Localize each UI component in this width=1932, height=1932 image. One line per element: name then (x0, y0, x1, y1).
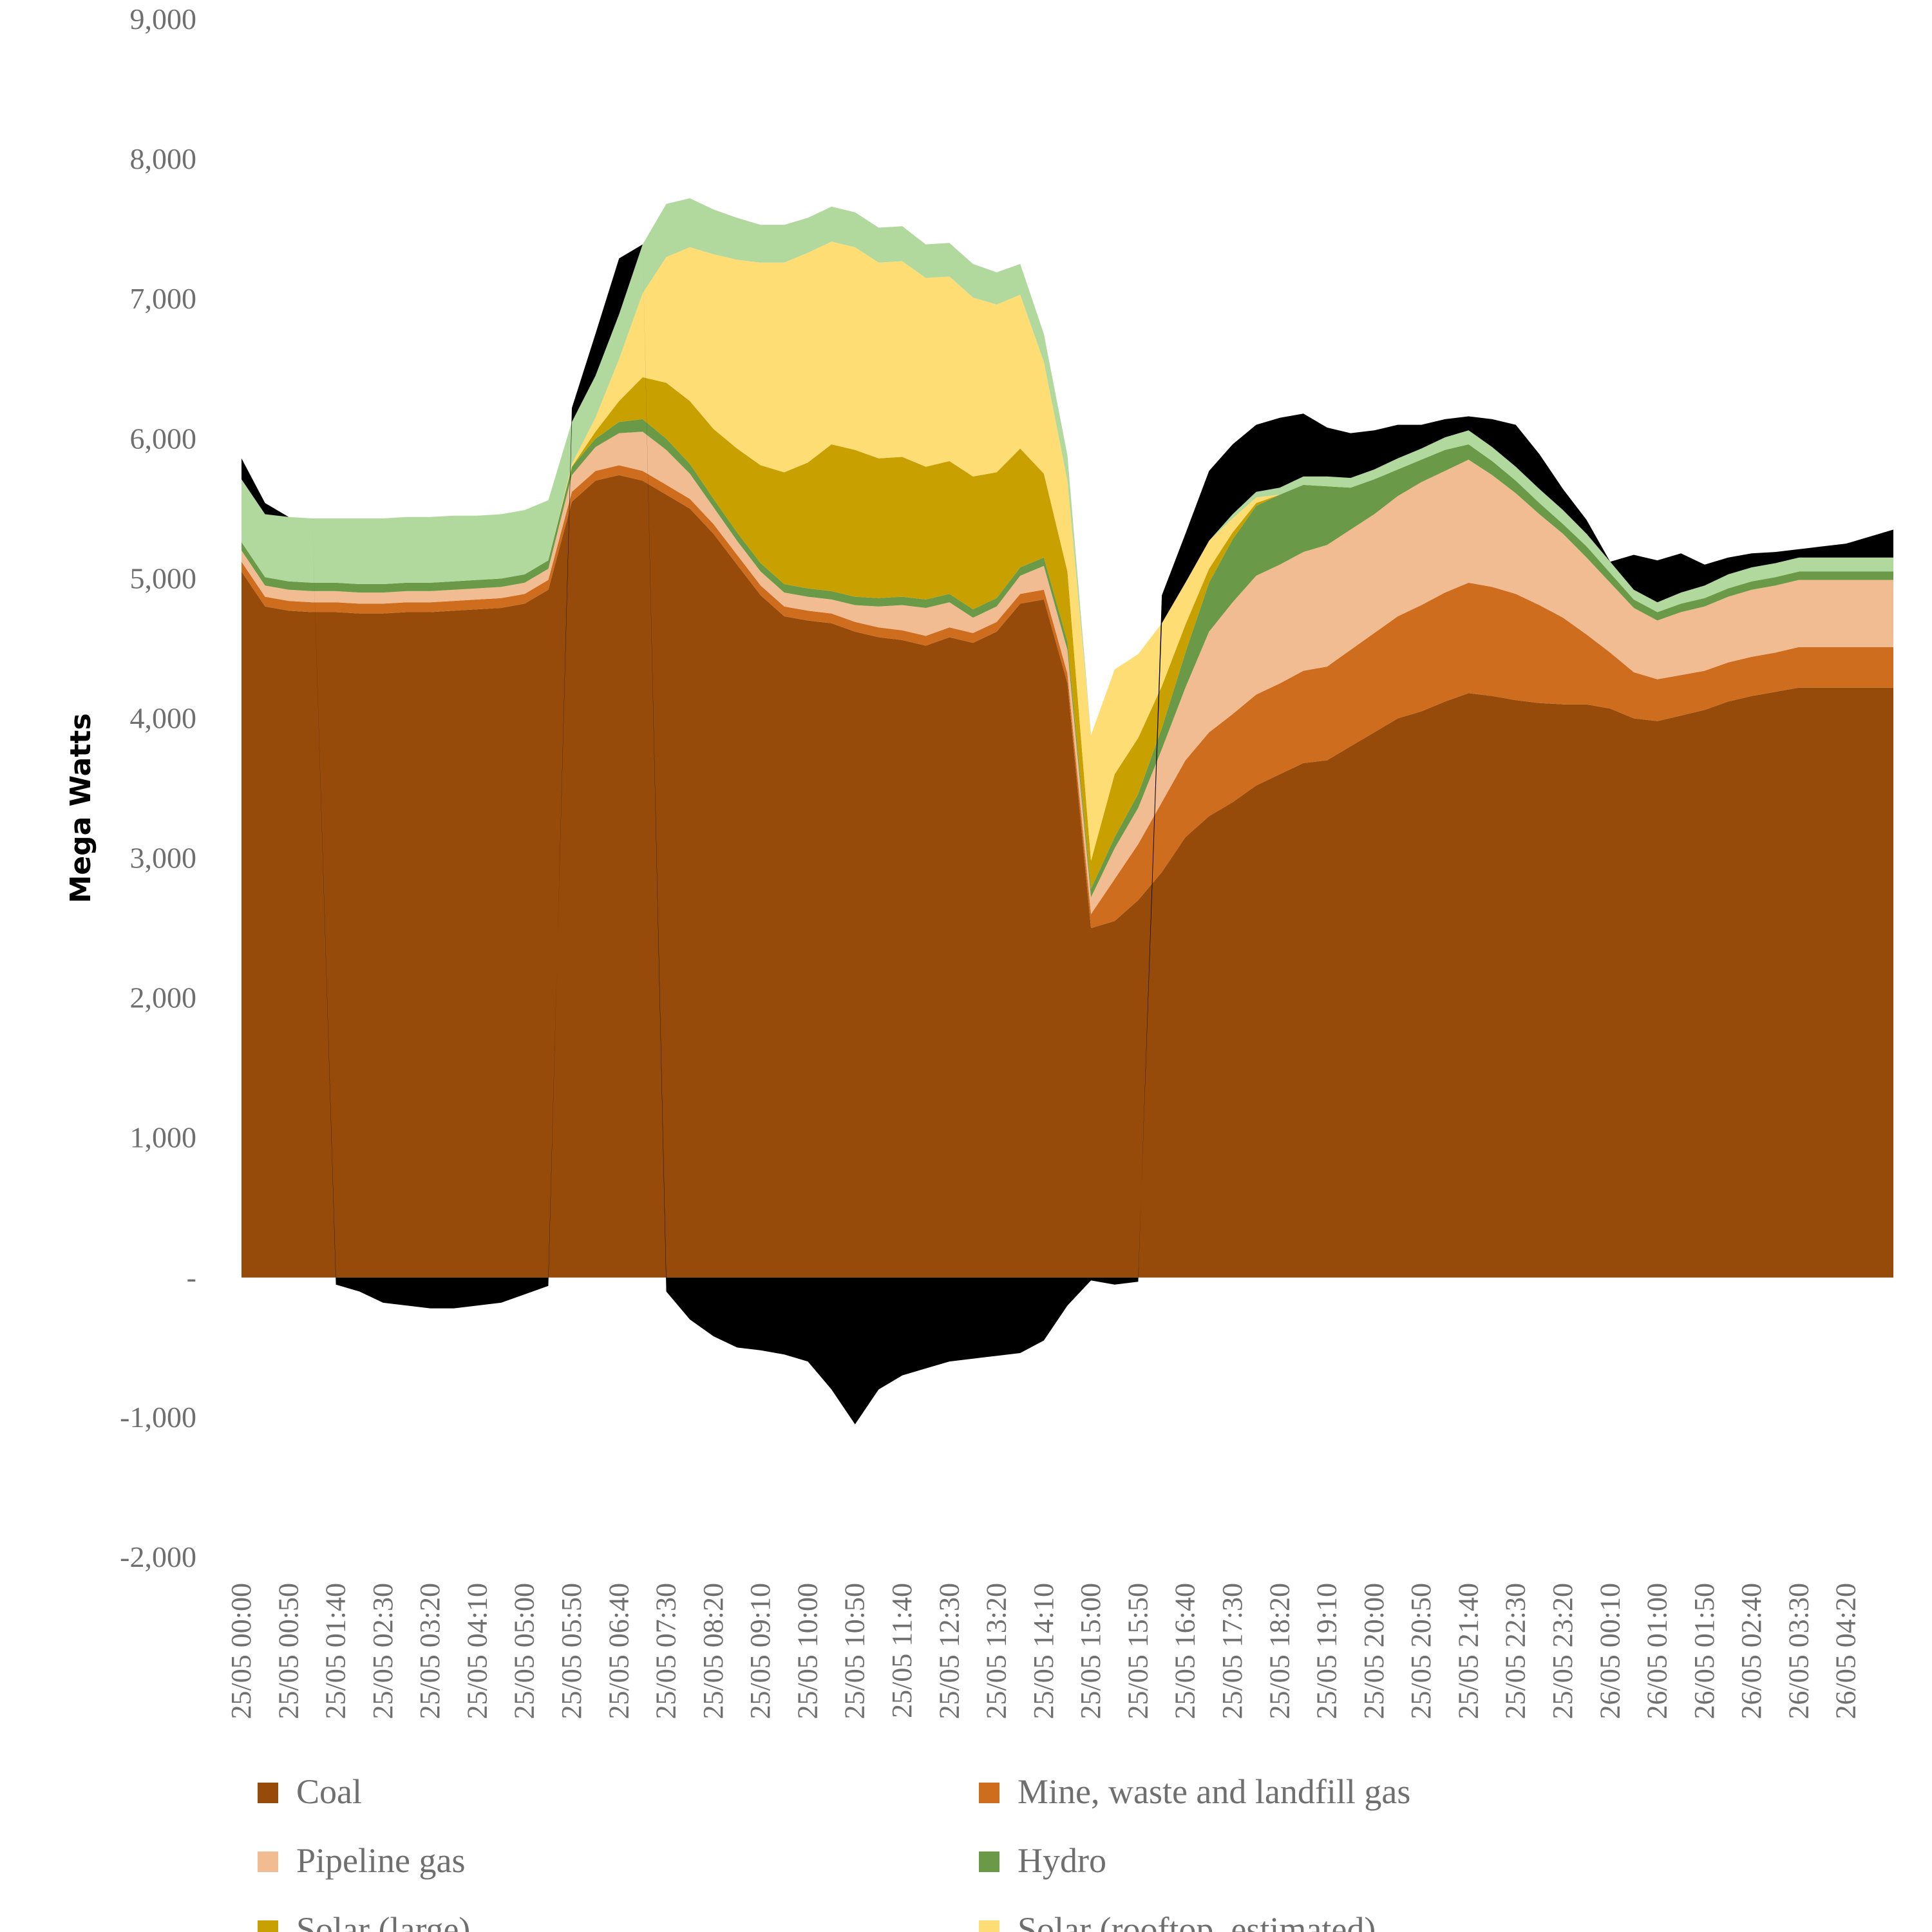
y-tick-label: 6,000 (130, 422, 197, 455)
x-tick-label: 25/05 15:00 (1075, 1583, 1106, 1719)
y-tick-label: 4,000 (130, 701, 197, 734)
x-tick-label: 25/05 08:20 (697, 1583, 729, 1719)
x-tick-label: 25/05 22:30 (1500, 1583, 1531, 1719)
x-tick-label: 25/05 03:20 (414, 1583, 446, 1719)
legend-label: Solar (large) (296, 1910, 470, 1932)
x-tick-label: 25/05 05:00 (509, 1583, 540, 1719)
y-tick-label: 1,000 (130, 1121, 197, 1154)
area-wind (242, 198, 1893, 735)
plot-areas (242, 198, 1893, 1425)
x-tick-label: 25/05 14:10 (1028, 1583, 1059, 1719)
legend-item: Solar (rooftop, estimated) (979, 1910, 1376, 1932)
x-tick-label: 26/05 01:00 (1642, 1583, 1673, 1719)
legend-label: Solar (rooftop, estimated) (1018, 1910, 1376, 1932)
x-tick-label: 25/05 10:50 (839, 1583, 871, 1719)
legend-swatch (979, 1852, 999, 1872)
y-tick-label: 7,000 (130, 282, 197, 315)
x-tick-label: 26/05 03:30 (1783, 1583, 1814, 1719)
legend-label: Pipeline gas (296, 1841, 465, 1880)
y-tick-label: 3,000 (130, 842, 197, 875)
legend-item: Solar (large) (258, 1910, 470, 1932)
legend-item: Pipeline gas (258, 1841, 465, 1880)
y-tick-label: - (187, 1261, 196, 1294)
area-coal (242, 475, 1893, 1278)
x-tick-label: 25/05 23:20 (1547, 1583, 1578, 1719)
x-tick-label: 25/05 18:20 (1264, 1583, 1295, 1719)
legend-item: Coal (258, 1772, 362, 1811)
x-tick-label: 25/05 20:00 (1358, 1583, 1390, 1719)
x-tick-label: 26/05 00:10 (1594, 1583, 1625, 1719)
x-tick-label: 25/05 01:40 (320, 1583, 352, 1719)
x-tick-label: 25/05 20:50 (1405, 1583, 1437, 1719)
y-tick-label: 5,000 (130, 562, 197, 594)
legend-swatch (979, 1783, 999, 1803)
x-tick-label: 25/05 10:00 (791, 1583, 823, 1719)
area-mine-waste-and-landfill-gas (242, 465, 1893, 929)
x-tick-label: 25/05 15:50 (1122, 1583, 1153, 1719)
x-tick-label: 26/05 04:20 (1830, 1583, 1862, 1719)
legend-swatch (979, 1920, 999, 1932)
x-tick-label: 25/05 13:20 (981, 1583, 1012, 1719)
legend-item: Mine, waste and landfill gas (979, 1772, 1410, 1811)
x-tick-label: 25/05 12:30 (933, 1583, 965, 1719)
legend-label: Mine, waste and landfill gas (1018, 1772, 1410, 1811)
x-tick-label: 25/05 00:50 (272, 1583, 304, 1719)
x-tick-label: 25/05 04:10 (461, 1583, 493, 1719)
x-tick-label: 25/05 11:40 (886, 1583, 918, 1718)
area-solar-large (242, 377, 1893, 889)
x-tick-label: 26/05 01:50 (1689, 1583, 1720, 1719)
x-tick-label: 25/05 02:30 (367, 1583, 399, 1719)
legend-label: Hydro (1018, 1841, 1106, 1880)
y-axis-ticks: 9,000 8,000 7,000 6,000 5,000 4,000 3,000 2,000… (120, 3, 196, 1573)
legend-swatch (258, 1852, 278, 1872)
legend-swatch (258, 1783, 278, 1803)
x-tick-label: 25/05 16:40 (1170, 1583, 1201, 1719)
y-tick-label: 8,000 (130, 142, 197, 175)
legend-label: Coal (296, 1772, 362, 1811)
y-tick-label: 2,000 (130, 981, 197, 1014)
legend-item: Hydro (979, 1841, 1106, 1880)
x-tick-label: 26/05 02:40 (1736, 1583, 1767, 1719)
y-axis-label: Mega Watts (64, 713, 97, 903)
x-tick-label: 25/05 07:30 (650, 1583, 682, 1719)
x-axis-ticks: 25/05 00:00 25/05 00:50 25/05 01:40 25/05 0… (225, 1583, 1862, 1719)
x-tick-label: 25/05 21:40 (1452, 1583, 1484, 1719)
x-tick-label: 25/05 06:40 (603, 1583, 634, 1719)
area-solar-rooftop-estimated (242, 242, 1893, 861)
x-tick-label: 25/05 05:50 (556, 1583, 587, 1719)
x-tick-label: 25/05 19:10 (1311, 1583, 1343, 1719)
x-tick-label: 25/05 00:00 (225, 1583, 257, 1719)
y-tick-label: 9,000 (130, 3, 197, 35)
x-tick-label: 25/05 09:10 (744, 1583, 776, 1719)
x-tick-label: 25/05 17:30 (1217, 1583, 1248, 1719)
area-pipeline-gas (242, 431, 1893, 914)
legend: Coal Mine, waste and landfill gas Pipeline… (258, 1772, 1410, 1932)
y-tick-label: -1,000 (120, 1401, 196, 1434)
legend-swatch (258, 1920, 278, 1932)
y-tick-label: -2,000 (120, 1540, 196, 1573)
